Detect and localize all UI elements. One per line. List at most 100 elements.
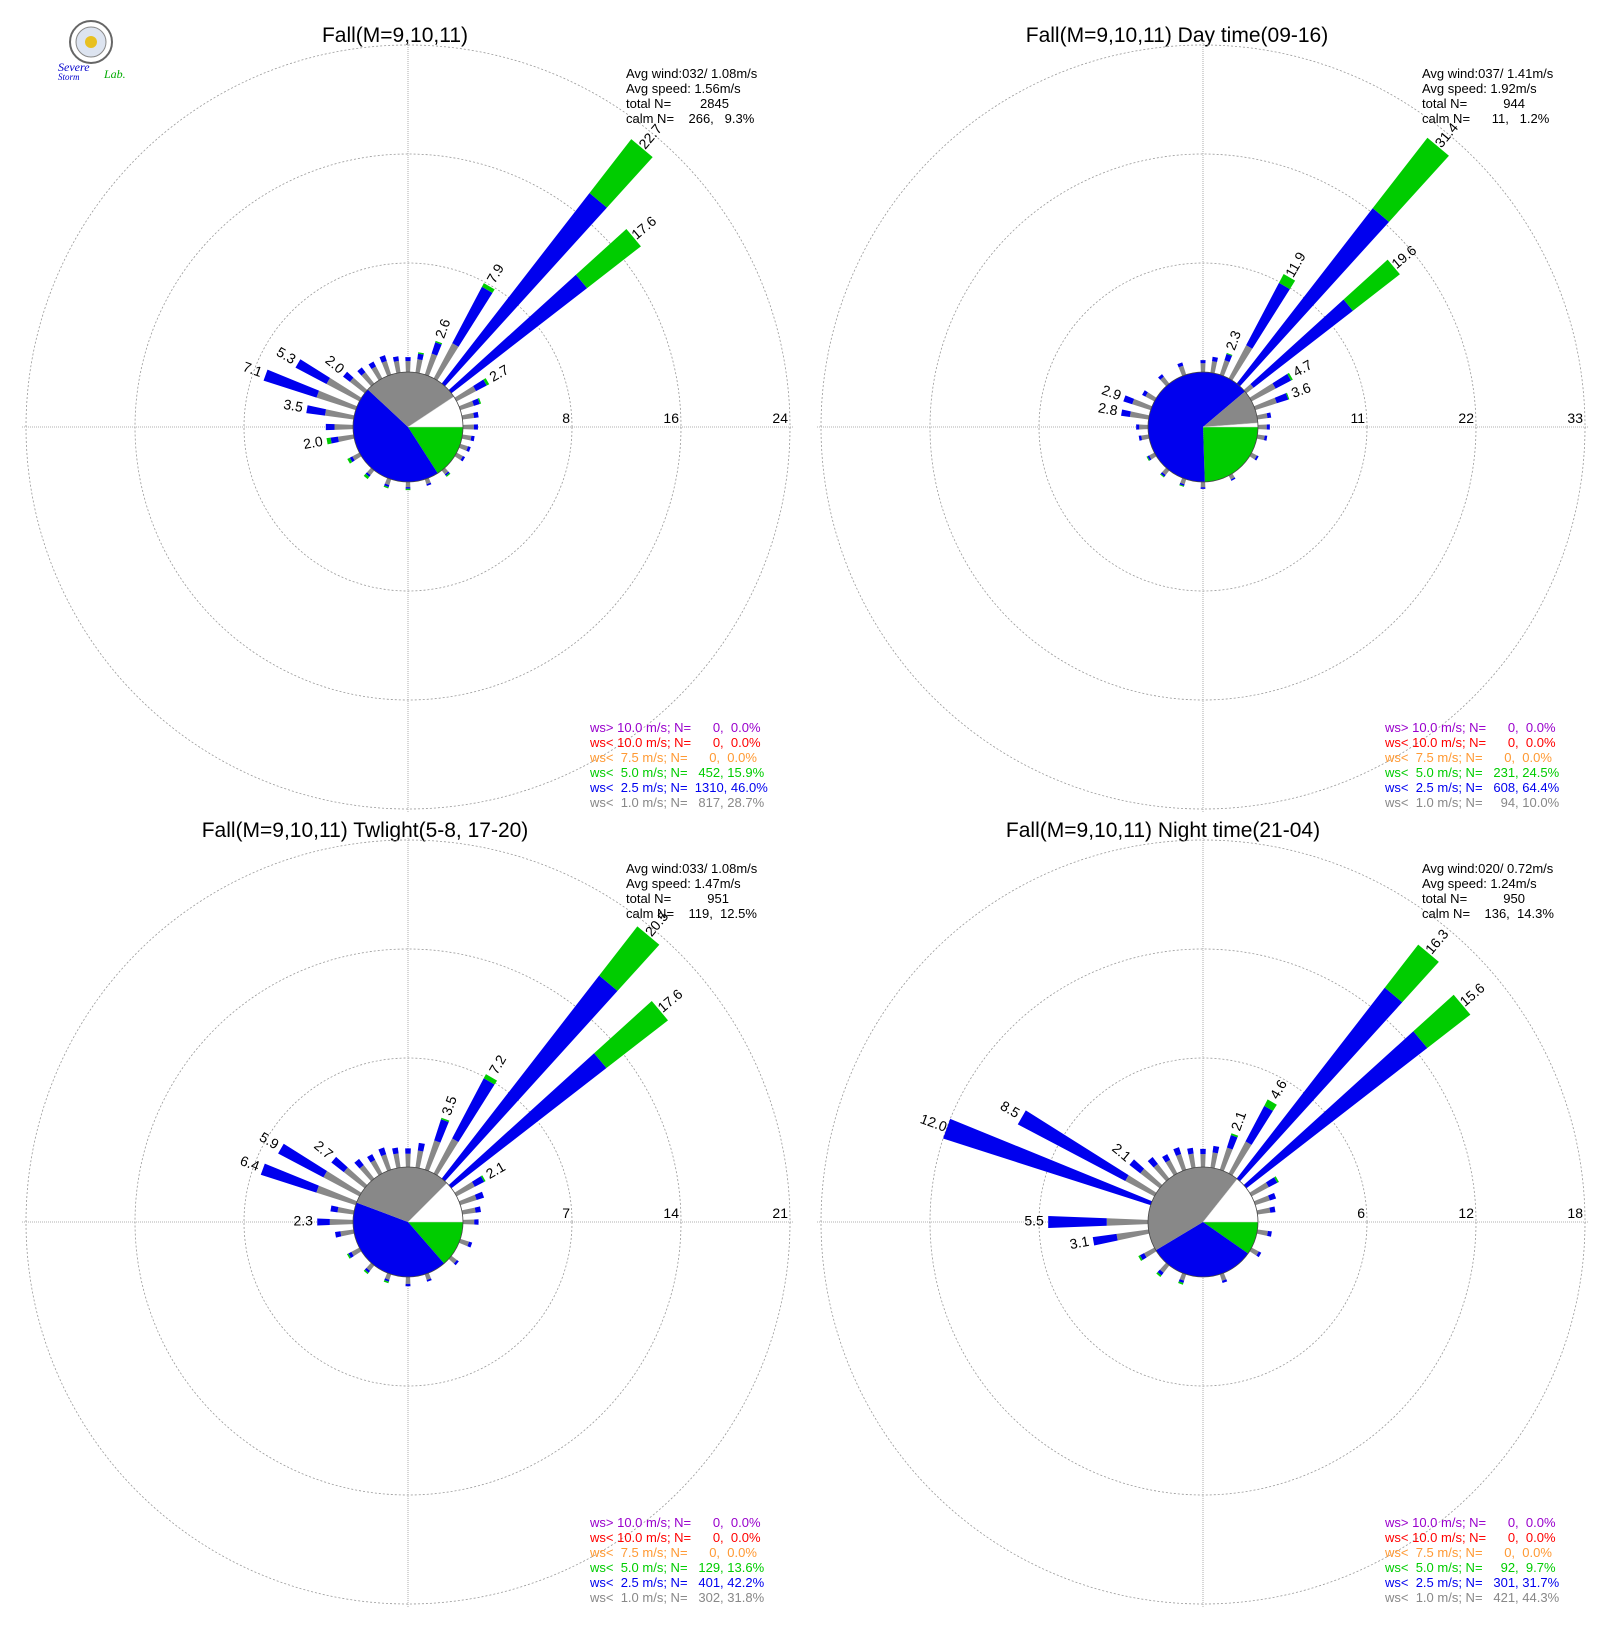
bar-segment-lt-2-5 <box>1221 1279 1228 1284</box>
bar-segment-lt-2-5 <box>1136 424 1140 430</box>
pie-slice-lt-2-5 <box>353 1202 445 1277</box>
ring-label: 12 <box>1458 1205 1474 1221</box>
bar-segment-calm-speed <box>424 353 438 377</box>
bar-segment-lt-5 <box>1230 1133 1239 1138</box>
bar-segment-calm-speed <box>1228 1141 1252 1176</box>
bar-segment-lt-2-5 <box>379 355 387 363</box>
bar-segment-lt-2-5 <box>1265 1177 1278 1188</box>
bar-segment-lt-2-5 <box>453 1259 459 1266</box>
bar-segment-calm-speed <box>329 1218 354 1226</box>
bar-segment-calm-speed <box>1153 1163 1170 1182</box>
bar-label: 2.7 <box>487 361 512 385</box>
pie-slice-lt-2-5 <box>353 389 438 482</box>
legend-entry: ws< 1.0 m/s; N= 421, 44.3% <box>1384 1590 1560 1605</box>
bar-segment-calm-speed <box>1256 1207 1271 1215</box>
bar-segment-lt-5 <box>346 1253 351 1259</box>
bar-segment-calm-speed <box>381 1154 392 1172</box>
legend-entry: ws< 2.5 m/s; N= 608, 64.4% <box>1384 780 1560 795</box>
bar-segment-lt-2-5 <box>405 1148 411 1154</box>
bar-segment-calm-speed <box>1249 383 1276 402</box>
bar-segment-lt-2-5 <box>1162 1154 1171 1163</box>
grid-ring <box>1038 262 1368 592</box>
bar-segment-lt-2-5 <box>334 1231 342 1238</box>
lab-logo: Severe Storm Lab. <box>58 20 126 82</box>
bar-segment-calm-speed <box>1219 1147 1233 1172</box>
ring-label: 18 <box>1567 1205 1583 1221</box>
bar-segment-calm-speed <box>352 452 362 461</box>
grid-ring <box>243 1057 573 1387</box>
pie-outline <box>1147 371 1259 483</box>
ring-label: 7 <box>562 1205 570 1221</box>
bar-segment-lt-2-5 <box>1226 1135 1238 1150</box>
grid-ring <box>134 153 682 701</box>
bar-segment-lt-2-5 <box>474 1206 482 1213</box>
bar-segment-calm-speed <box>1253 1195 1270 1206</box>
bar-segment-lt-2-5 <box>1263 435 1268 441</box>
bar-segment-calm-speed <box>405 361 411 373</box>
grid-ring <box>929 948 1477 1496</box>
pie-outline <box>352 1166 464 1278</box>
legend-entry: ws< 1.0 m/s; N= 94, 10.0% <box>1384 795 1560 810</box>
bar-segment-lt-2-5 <box>260 1163 319 1193</box>
bar-segment-calm-speed <box>316 1185 358 1206</box>
bar-segment-calm-speed <box>1139 424 1149 430</box>
bar-segment-calm-speed <box>316 390 358 411</box>
bar-segment-lt-2-5 <box>1230 477 1236 481</box>
bar-segment-calm-speed <box>1253 397 1277 411</box>
bar-segment-lt-2-5 <box>367 1154 376 1163</box>
bar-segment-calm-speed <box>1210 361 1218 374</box>
bar-segment-calm-speed <box>1129 411 1150 420</box>
bar-segment-lt-2-5 <box>1158 374 1164 380</box>
bar-segment-calm-speed <box>1141 434 1150 441</box>
legend-entry: ws> 10.0 m/s; N= 0, 0.0% <box>589 1515 761 1530</box>
bar-segment-calm-speed <box>351 1247 362 1257</box>
bar-segment-lt-2-5 <box>1212 356 1218 363</box>
wind-rose-panel-2: Fall(M=9,10,11) Day time(09-16) 11 22 33 2.3… <box>817 24 1589 813</box>
wind-rose-panel-4: Fall(M=9,10,11) Night time(21-04) 6 12 18 2.… <box>817 819 1589 1608</box>
bar-segment-lt-2-5 <box>474 1191 485 1200</box>
bar-segment-lt-5 <box>480 1175 486 1182</box>
stat-line: total N= 2845 <box>626 96 729 111</box>
bar-label: 8.5 <box>998 1097 1023 1121</box>
bar-segment-lt-2-5 <box>452 1078 495 1142</box>
bar-segment-calm-speed <box>415 359 423 374</box>
bar-segment-lt-2-5 <box>1048 1216 1107 1228</box>
stat-line: calm N= 11, 1.2% <box>1422 111 1550 126</box>
bar-segment-lt-2-5 <box>330 1205 339 1213</box>
bar-segment-lt-2-5 <box>357 367 366 376</box>
bar-segment-calm-speed <box>1116 1229 1150 1241</box>
bar-segment-calm-speed <box>1145 392 1157 402</box>
bar-segment-lt-5 <box>589 139 653 208</box>
bar-segment-calm-speed <box>458 443 469 451</box>
grid-ring <box>929 153 1477 701</box>
bar-segment-lt-2-5 <box>331 1156 348 1173</box>
bar-label: 2.9 <box>1100 382 1124 404</box>
bar-segment-lt-5 <box>1178 1281 1184 1285</box>
bar-segment-lt-2-5 <box>1200 360 1206 364</box>
bar-segment-lt-2-5 <box>1147 1157 1158 1168</box>
bar-label: 2.0 <box>323 352 348 377</box>
bar-segment-calm-speed <box>371 366 383 381</box>
bar-segment-lt-2-5 <box>378 1147 387 1157</box>
bar-segment-calm-speed <box>366 1262 375 1271</box>
bar-segment-lt-2-5 <box>1129 1159 1145 1174</box>
bar-label: 2.7 <box>311 1137 336 1162</box>
bar-segment-lt-5 <box>326 437 332 445</box>
bar-segment-calm-speed <box>1165 1159 1178 1176</box>
bar-segment-calm-speed <box>1256 1229 1268 1236</box>
bar-segment-lt-5 <box>477 397 482 404</box>
bar-segment-lt-2-5 <box>1266 424 1270 430</box>
bar-segment-calm-speed <box>393 1153 401 1169</box>
bar-segment-calm-speed <box>405 481 411 488</box>
bar-segment-calm-speed <box>458 1194 477 1206</box>
bar-segment-lt-2-5 <box>473 379 487 392</box>
bar-segment-lt-5 <box>1343 259 1400 311</box>
pie-slice-lt-2-5 <box>1147 371 1245 483</box>
bar-segment-calm-speed <box>349 377 368 394</box>
bar-label: 5.3 <box>274 343 299 367</box>
bar-segment-lt-2-5 <box>474 1219 479 1225</box>
bar-segment-lt-2-5 <box>278 1143 328 1178</box>
bar-segment-calm-speed <box>1162 467 1170 476</box>
pie-slice-lt-1 <box>356 1167 447 1222</box>
pie-slice-lt-5 <box>408 1222 463 1264</box>
